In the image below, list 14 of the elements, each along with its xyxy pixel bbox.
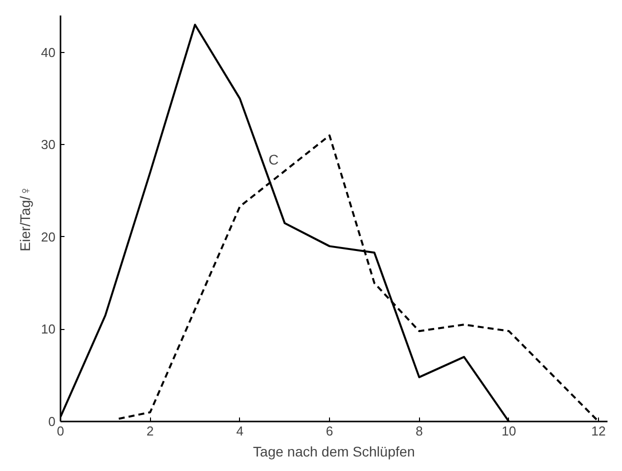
y-tick-label: 20 <box>41 229 56 244</box>
x-tick-label: 6 <box>326 424 334 438</box>
x-tick-label: 2 <box>146 424 154 438</box>
x-axis-title: Tage nach dem Schlüpfen <box>253 444 415 460</box>
x-tick-label: 12 <box>591 424 606 438</box>
x-tick-label: 10 <box>502 424 516 438</box>
x-tick-label: 4 <box>236 424 244 438</box>
y-tick-label: 10 <box>41 322 56 337</box>
y-axis-title: Eier/Tag/♀ <box>17 186 34 252</box>
x-tick-label: 8 <box>416 424 423 438</box>
y-tick-label: 40 <box>41 44 56 60</box>
annotation: C <box>268 152 279 168</box>
y-tick-label: 0 <box>48 414 56 429</box>
y-tick-label: 30 <box>41 137 56 152</box>
